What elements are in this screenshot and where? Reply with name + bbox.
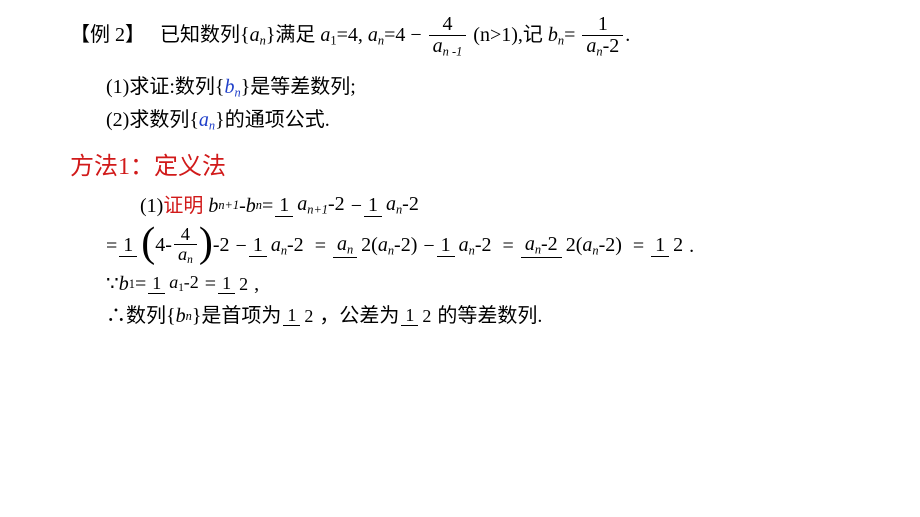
example-line: 【例 2】 已知数列{an}满足 a1=4, an=4 − 4 an -1 (n… [70,14,880,58]
proof-b1: ∵b1= 1 a1-2 = 1 2 , [70,269,880,299]
an-eq: =4 − [384,24,427,46]
period: . [625,24,630,46]
frac-t1: 1 an+1-2 [275,194,348,216]
frac-t2b: 1 an-2 [249,235,308,257]
frac-den: an -1 [429,36,467,58]
an-lhs: a [368,24,378,46]
given-pre: 已知数列{ [160,24,250,46]
proof-line-2: = 1 (4- 4 an )-2 − 1 an-2 = an 2(an-2) −… [70,225,880,267]
proof-conclusion: ∴数列{bn}是首项为 1 2 ，公差为 1 2 的等差数列. [70,301,880,331]
frac-c1: 1 2 [283,306,317,326]
frac-t2c: 1 an-2 [437,235,496,257]
frac-mid1: an 2(an-2) [333,234,421,257]
frac-num: 4 [429,14,467,36]
a1-lhs: a [320,24,330,46]
cond: (n>1),记 [473,24,548,46]
p1-prefix: (1) [140,191,163,221]
frac-half: 1 2 [651,235,687,257]
example-tag: 【例 2】 [70,24,145,46]
bn-eq: = [564,24,580,46]
frac-t2: 1 an-2 [364,194,423,216]
page: 【例 2】 已知数列{an}满足 a1=4, an=4 − 4 an -1 (n… [0,0,920,345]
proof-line-1: (1)证明 bn+1-bn= 1 an+1-2 − 1 an-2 [70,191,880,221]
seq-a: a [250,24,260,46]
p1-red: 证明 [163,191,203,221]
bn-lhs: b [548,24,558,46]
a1-eq: =4, [337,24,363,46]
question-2: (2)求数列{an}的通项公式. [70,105,880,135]
method-label: 方法1：定义法 [70,149,880,185]
question-1: (1)求证:数列{bn}是等差数列; [70,72,880,102]
given-post1: }满足 [266,24,321,46]
big-fraction: 1 (4- 4 an )-2 [119,225,233,267]
frac-4-over-an1: 4 an -1 [429,14,467,58]
frac-1-over-an2: 1 an-2 [582,14,623,58]
frac-c2: 1 2 [401,306,435,326]
frac-b1a: 1 a1-2 [148,273,203,295]
frac-mid2: an-2 2(an-2) [521,234,626,257]
frac-b1b: 1 2 [218,274,252,294]
